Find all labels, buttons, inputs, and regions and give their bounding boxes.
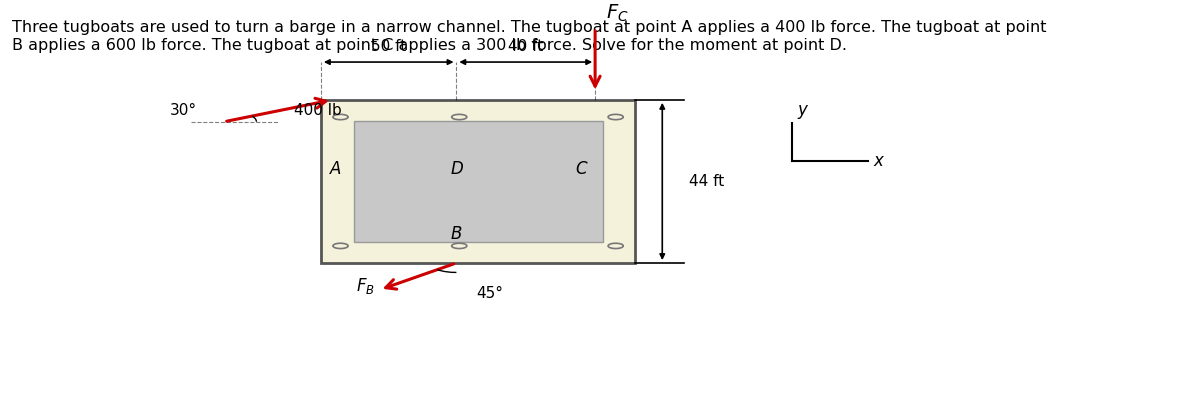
Text: B: B	[451, 225, 462, 243]
Text: 44 ft: 44 ft	[689, 174, 725, 189]
Bar	[354, 121, 602, 242]
Text: 50 ft: 50 ft	[371, 39, 407, 54]
Text: C: C	[575, 160, 587, 178]
Text: 400 lb: 400 lb	[294, 103, 342, 118]
Text: x: x	[874, 152, 883, 170]
Text: y: y	[798, 101, 808, 119]
Text: $\mathit{F}_B$: $\mathit{F}_B$	[355, 276, 374, 296]
Text: A: A	[330, 160, 341, 178]
Text: 45°: 45°	[476, 286, 503, 301]
Text: 40 ft: 40 ft	[508, 39, 544, 54]
Text: D: D	[451, 160, 463, 178]
Text: $\mathit{F}_C$: $\mathit{F}_C$	[606, 3, 629, 24]
Text: Three tugboats are used to turn a barge in a narrow channel. The tugboat at poin: Three tugboats are used to turn a barge …	[12, 20, 1046, 53]
Text: 30°: 30°	[169, 103, 197, 118]
Bar	[320, 100, 635, 263]
